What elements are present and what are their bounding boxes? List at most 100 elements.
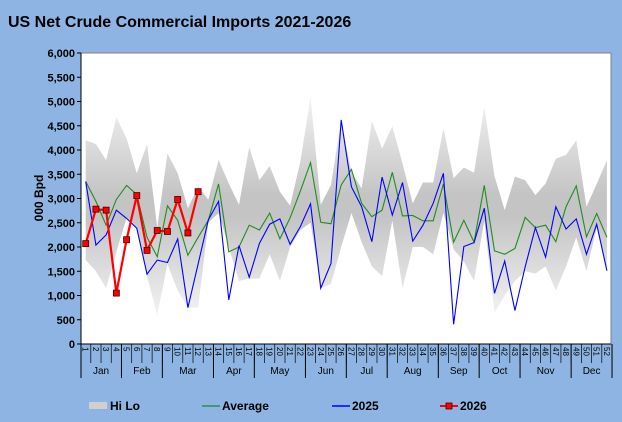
week-label: 41 [490, 347, 499, 356]
week-label: 30 [377, 347, 386, 356]
series-2025-line [85, 119, 608, 325]
legend-hilo-label: Hi Lo [110, 399, 140, 413]
week-label: 3 [101, 347, 110, 352]
chart-title: US Net Crude Commercial Imports 2021-202… [8, 14, 351, 31]
week-label: 6 [132, 347, 141, 352]
week-label: 11 [183, 347, 192, 356]
week-label: 27 [346, 347, 355, 356]
week-label: 47 [551, 347, 560, 356]
y-axis-label: 000 Bpd [32, 175, 46, 222]
month-label: Feb [133, 366, 151, 377]
y-tick-label: 2,500 [47, 218, 75, 230]
month-label: Sep [450, 366, 468, 377]
week-label: 29 [367, 347, 376, 356]
week-label: 26 [336, 347, 345, 356]
y-tick-label: 5,500 [47, 72, 75, 84]
y-tick-label: 4,000 [47, 145, 75, 157]
month-label: Jul [360, 366, 373, 377]
series-2026-point [133, 192, 141, 199]
month-label: Mar [179, 366, 197, 377]
week-label: 21 [285, 347, 294, 356]
y-tick-label: 3,500 [47, 169, 75, 181]
legend-average-label: Average [222, 399, 269, 413]
y-tick-label: 5,000 [47, 97, 75, 109]
week-label: 7 [142, 347, 151, 352]
series-2026-point [92, 205, 100, 213]
y-tick-label: 3,000 [47, 194, 75, 206]
week-label: 10 [173, 347, 182, 356]
week-label: 9 [162, 347, 171, 352]
month-label: Jun [318, 366, 334, 377]
month-label: Oct [492, 366, 508, 377]
week-label: 35 [428, 347, 437, 356]
month-label: Jan [93, 366, 109, 377]
legend-hilo-swatch [89, 402, 107, 409]
week-label: 2 [91, 347, 100, 352]
week-label: 44 [520, 347, 529, 356]
y-tick-label: 1,000 [47, 291, 75, 303]
legend: Hi Lo Average 2025 2026 [89, 399, 487, 413]
week-label: 8 [152, 347, 161, 352]
series-2026-point [153, 227, 161, 234]
series-2026-point [174, 196, 182, 203]
week-label: 25 [326, 347, 335, 356]
week-label: 4 [111, 347, 120, 352]
week-label: 15 [224, 347, 233, 356]
month-label: May [270, 366, 289, 377]
week-label: 45 [530, 347, 539, 356]
week-label: 34 [418, 347, 427, 356]
y-tick-label: 500 [57, 315, 75, 327]
week-label: 32 [398, 347, 407, 356]
week-label: 13 [203, 347, 212, 356]
week-label: 50 [581, 347, 590, 356]
legend-2026-label: 2026 [460, 399, 487, 413]
week-label: 20 [275, 347, 284, 356]
week-label: 23 [306, 347, 315, 356]
month-label: Apr [226, 366, 242, 377]
week-label: 16 [234, 347, 243, 356]
series-2026-point [194, 188, 202, 196]
y-tick-label: 4,500 [47, 121, 75, 133]
week-label: 14 [214, 347, 223, 356]
y-tick-label: 1,500 [47, 266, 75, 278]
week-label: 42 [500, 347, 509, 356]
month-label: Nov [537, 366, 555, 377]
week-label: 37 [449, 347, 458, 356]
week-label: 49 [571, 347, 580, 356]
y-tick-label: 2,000 [47, 242, 75, 254]
week-label: 33 [408, 347, 417, 356]
series-2026-point [184, 229, 192, 237]
week-label: 22 [295, 347, 304, 356]
hilo-band [85, 97, 607, 315]
series-2026-point [102, 206, 110, 214]
week-label: 12 [193, 347, 202, 356]
week-label: 28 [357, 347, 366, 356]
week-label: 18 [254, 347, 263, 356]
series-2026-point [164, 228, 171, 235]
week-label: 19 [265, 347, 274, 356]
week-label: 48 [561, 347, 570, 356]
month-label: Aug [404, 366, 422, 377]
y-tick-label: 0 [69, 339, 75, 351]
week-label: 38 [459, 347, 468, 356]
legend-2025-label: 2025 [352, 399, 379, 413]
week-label: 1 [81, 347, 90, 352]
week-label: 31 [387, 347, 396, 356]
week-label: 24 [316, 347, 325, 356]
week-label: 46 [541, 347, 550, 356]
series-2026-point [82, 240, 90, 248]
week-label: 17 [244, 347, 253, 356]
month-label: Dec [583, 366, 601, 377]
week-label: 5 [122, 347, 131, 352]
week-label: 39 [469, 347, 478, 356]
week-label: 40 [479, 347, 488, 356]
y-tick-label: 6,000 [47, 48, 75, 60]
series-2026-point [112, 289, 120, 297]
legend-2026-marker [445, 402, 453, 410]
week-label: 52 [602, 347, 611, 356]
series-2026-point [143, 246, 151, 254]
week-label: 51 [592, 347, 601, 356]
week-label: 36 [438, 347, 447, 356]
series-2026-point [123, 236, 130, 244]
